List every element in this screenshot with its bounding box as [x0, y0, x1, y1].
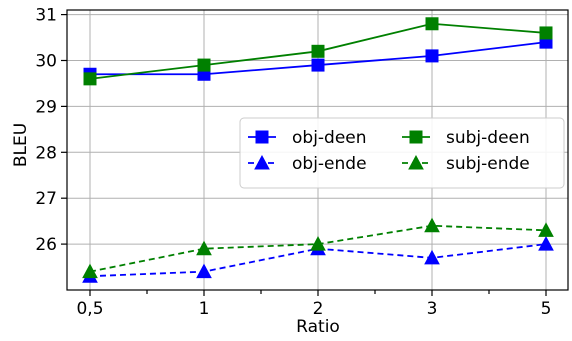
x-tick-label-1: 1 — [199, 299, 210, 319]
x-tick-label-3: 3 — [427, 299, 438, 319]
y-tick-label-4: 30 — [35, 51, 57, 71]
point-subj-deen-0 — [83, 72, 97, 86]
series-subj-ende — [82, 217, 554, 279]
legend-label-obj-deen: obj-deen — [292, 128, 367, 148]
y-axis-title: BLEU — [11, 123, 31, 167]
legend-item-subj-deen: subj-deen — [402, 128, 530, 148]
legend-marker-subj-ende — [408, 154, 424, 170]
point-subj-deen-3 — [425, 17, 439, 31]
legend-marker-subj-deen — [409, 130, 423, 144]
legend-item-subj-ende: subj-ende — [402, 154, 530, 174]
x-tick-label-0: 0,5 — [76, 299, 103, 319]
point-obj-ende-4 — [538, 236, 554, 251]
point-obj-ende-3 — [424, 249, 440, 265]
point-obj-deen-3 — [425, 49, 439, 63]
point-obj-deen-2 — [311, 58, 325, 72]
point-subj-ende-2 — [310, 236, 326, 251]
y-tick-label-1: 27 — [35, 189, 57, 209]
point-subj-ende-3 — [424, 217, 440, 233]
legend-marker-obj-deen — [255, 130, 269, 144]
legend-box-group: obj-deen obj-ende subj-deen subj-ende — [239, 117, 565, 189]
y-tick-label-3: 29 — [35, 97, 57, 117]
x-axis-title: Ratio — [296, 317, 340, 337]
series-lines — [82, 17, 554, 283]
axes: 0,5 1 2 3 5 26 27 28 29 30 31 — [35, 6, 569, 319]
legend-label-subj-deen: subj-deen — [446, 128, 530, 148]
y-tick-label-0: 26 — [35, 235, 57, 255]
point-subj-deen-4 — [539, 26, 553, 40]
y-tick-label-2: 28 — [35, 143, 57, 163]
legend-box — [239, 117, 565, 189]
x-tick-label-4: 5 — [541, 299, 552, 319]
legend-item-obj-ende: obj-ende — [248, 154, 367, 174]
legend: obj-deen obj-ende subj-deen subj-ende — [239, 117, 565, 189]
legend-marker-obj-ende — [254, 154, 270, 170]
point-subj-ende-1 — [196, 240, 212, 256]
point-subj-deen-2 — [311, 44, 325, 58]
series-subj-deen — [83, 17, 553, 86]
legend-item-obj-deen: obj-deen — [248, 128, 367, 148]
legend-label-obj-ende: obj-ende — [292, 154, 367, 174]
x-tick-label-2: 2 — [313, 299, 324, 319]
point-obj-ende-1 — [196, 263, 212, 279]
point-subj-ende-4 — [538, 222, 554, 237]
legend-label-subj-ende: subj-ende — [446, 154, 530, 174]
point-subj-deen-1 — [197, 58, 211, 72]
point-subj-ende-0 — [82, 263, 98, 279]
y-tick-label-5: 31 — [35, 6, 57, 26]
